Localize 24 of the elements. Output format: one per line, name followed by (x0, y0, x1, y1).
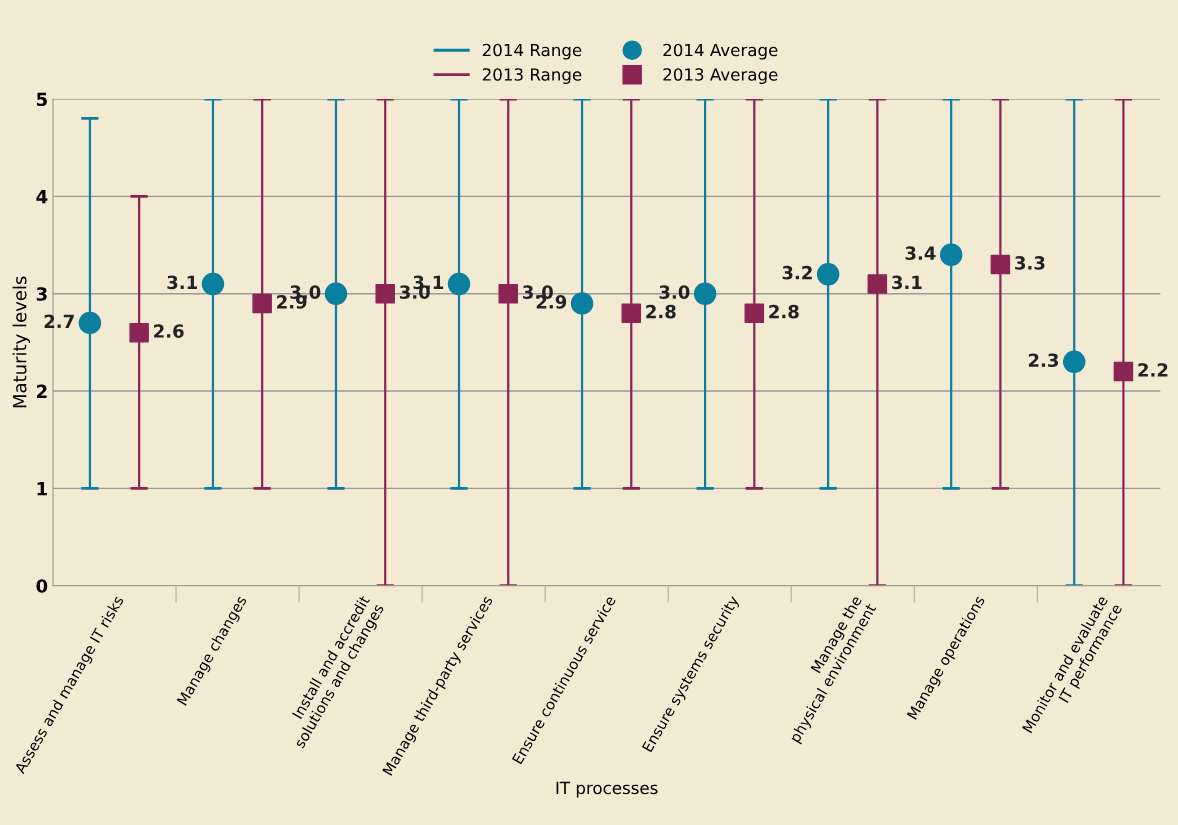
y-axis-title: Maturity levels (12, 276, 31, 408)
data-label: 2.8 (646, 304, 676, 319)
legend-label: 2014 Range (482, 43, 582, 60)
y-tick-label: 2 (37, 384, 47, 398)
y-tick-label: 0 (36, 579, 48, 593)
legend-label: 2014 Average (663, 43, 778, 60)
x-axis-title: IT processes (556, 781, 658, 798)
data-label: 2.3 (1028, 353, 1059, 368)
data-label: 2.8 (769, 304, 799, 319)
legend-label: 2013 Average (663, 68, 778, 84)
y-tick-label: 1 (37, 482, 47, 496)
data-label: 2.2 (1138, 363, 1168, 377)
data-label: 3.2 (782, 265, 812, 280)
data-label: 2.6 (154, 324, 184, 338)
data-label: 2.7 (44, 314, 74, 328)
y-tick-label: 4 (36, 190, 48, 204)
data-label: 3.4 (905, 246, 936, 260)
y-tick-label: 5 (36, 92, 47, 107)
data-label: 3.1 (892, 275, 922, 290)
data-label: 3.0 (659, 285, 690, 299)
y-tick-label: 3 (36, 287, 47, 301)
data-label: 3.1 (167, 275, 197, 290)
data-label: 3.3 (1015, 256, 1045, 270)
legend-label: 2013 Range (482, 68, 582, 84)
